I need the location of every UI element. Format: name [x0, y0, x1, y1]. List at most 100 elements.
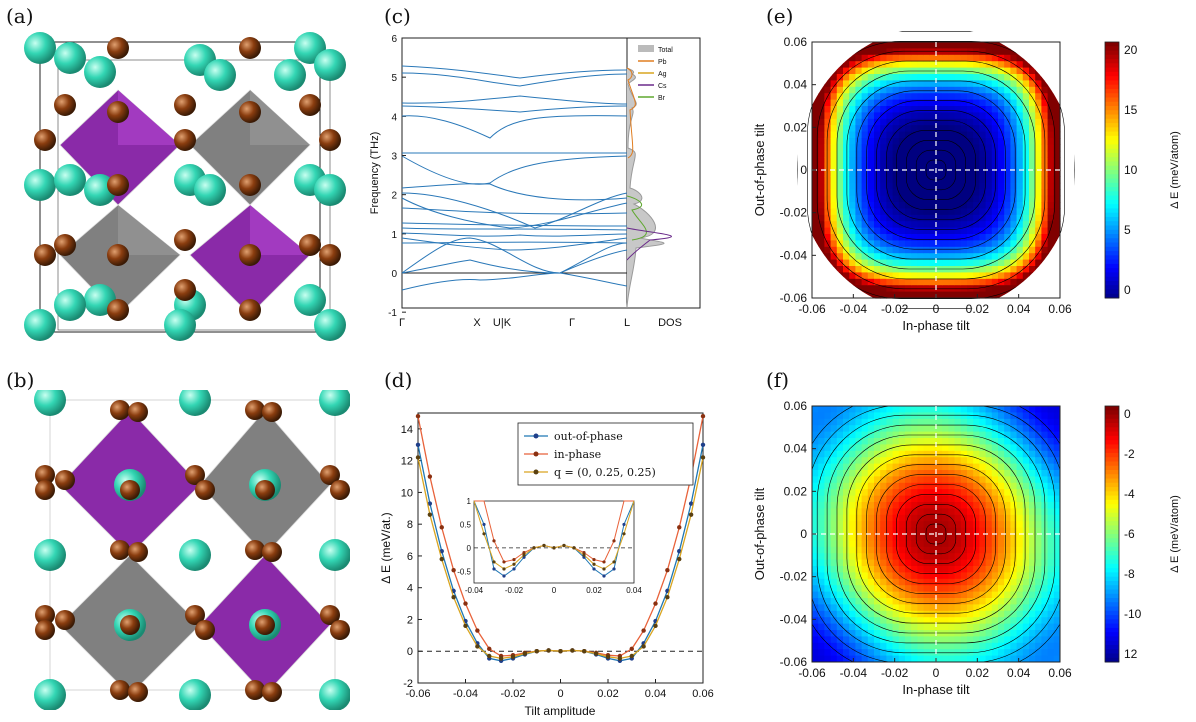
inset-point	[522, 553, 526, 557]
cs-atom	[54, 289, 86, 321]
cs-atom	[179, 390, 211, 416]
legend-label: Br	[658, 95, 666, 102]
cs-atom	[314, 49, 346, 81]
inset-point	[602, 567, 606, 571]
cs-atom	[204, 59, 236, 91]
phonon-y-ticks: 6 5 4 3 2 1 0 -1	[388, 34, 406, 319]
crystal-structure-b	[34, 390, 350, 710]
legend-label: out-of-phase	[554, 430, 623, 443]
legend-marker	[533, 433, 539, 439]
inset-point	[492, 567, 496, 571]
cs-atom	[54, 164, 86, 196]
halide-atom	[239, 174, 261, 196]
phonon-ytick-label: 5	[391, 73, 397, 84]
halide-atom	[174, 229, 196, 251]
map-ytick-label: -0.06	[780, 291, 808, 305]
tilt-point	[629, 653, 634, 659]
halide-atom	[128, 542, 148, 562]
halide-atom	[239, 299, 261, 321]
energy-map-f: -0.06 -0.04 -0.02 0 0.02 0.04 0.06 0.06 0.04 0.02…	[752, 399, 1181, 697]
phonon-bands	[401, 65, 628, 291]
halide-atom	[55, 470, 75, 490]
halide-atom	[319, 129, 341, 151]
tilt-ytick-label: 0	[407, 646, 413, 658]
halide-atom	[239, 37, 261, 59]
cs-atom	[319, 539, 350, 571]
tilt-point	[475, 644, 480, 649]
tilt-point	[700, 413, 706, 419]
tilt-point	[593, 651, 599, 656]
map-ytick-label: 0.04	[784, 442, 808, 456]
phonon-dispersion-chart: 6 5 4 3 2 1 0 -1 Frequency (THz) Γ X U|K Γ L DOS To…	[370, 34, 701, 329]
halide-atom	[245, 400, 265, 420]
inset-point	[582, 555, 586, 559]
inset-point	[622, 532, 626, 536]
map-ytick-label: 0.02	[784, 484, 808, 498]
inset-point	[482, 522, 486, 527]
halide-atom	[107, 174, 129, 196]
tilt-point	[451, 568, 456, 573]
tilt-point	[570, 648, 575, 653]
colorbar-tick-label: -6	[1124, 527, 1135, 541]
tilt-ytick-label: 10	[401, 487, 413, 499]
inset-point	[552, 546, 556, 550]
halide-atom	[239, 101, 261, 123]
inset-point	[542, 543, 546, 548]
cs-atom	[24, 169, 56, 201]
tilt-point	[463, 601, 468, 606]
inset-point	[532, 546, 536, 550]
tilt-point	[498, 656, 504, 661]
map-xtick-label: -0.06	[798, 302, 826, 316]
halide-atom	[239, 244, 261, 266]
kpoint-label: Γ	[569, 317, 575, 329]
inset-point	[612, 567, 616, 571]
colorbar-tick-label: 20	[1124, 43, 1138, 57]
map-ytick-label: 0.06	[784, 399, 808, 413]
inset-point	[512, 557, 516, 562]
colorbar-tick-label: -10	[1124, 607, 1142, 621]
halide-atom	[107, 244, 129, 266]
tilt-xtick-label: 0.04	[645, 688, 666, 700]
halide-atom	[107, 299, 129, 321]
phonon-ytick-label: 4	[391, 112, 397, 123]
halide-atom	[330, 480, 350, 500]
map-ytick-label: -0.02	[780, 570, 808, 584]
map-xlabel: In-phase tilt	[902, 682, 970, 697]
halide-atom	[330, 620, 350, 640]
halide-atom	[299, 94, 321, 116]
cs-atom	[179, 539, 211, 571]
crystal-structure-a	[24, 32, 346, 341]
tilt-xtick-label: 0.02	[597, 688, 618, 700]
tilt-point	[653, 623, 658, 629]
colorbar-tick-label: 0	[1124, 283, 1131, 297]
colorbar-tick-label: 10	[1124, 163, 1138, 177]
inset-point	[562, 543, 566, 548]
inset-point	[502, 560, 506, 564]
inset-point	[502, 567, 506, 571]
inset-point	[492, 560, 496, 564]
tilt-point	[700, 442, 706, 447]
map-xtick-label: 0.04	[1007, 302, 1031, 316]
energy-map-e: -0.06 -0.04 -0.02 0 0.02 0.04 0.06 0.06 0.04 0.02…	[752, 31, 1181, 333]
tilt-point	[487, 646, 492, 652]
inset-ytick-label: 1	[467, 497, 472, 506]
tilt-x-ticks: -0.06 -0.04 -0.02 0 0.02 0.04 0.06	[405, 679, 714, 700]
tilt-point	[427, 512, 433, 517]
colorbar-tick-label: 15	[1124, 103, 1138, 117]
cs-atom	[54, 42, 86, 74]
map-ytick-label: 0	[800, 527, 807, 541]
tilt-point	[641, 628, 646, 633]
tilt-ytick-label: 14	[401, 424, 413, 436]
tilt-ytick-label: 8	[407, 519, 413, 531]
inset-point	[582, 550, 586, 555]
tilt-point	[641, 644, 646, 649]
cs-atom	[164, 309, 196, 341]
tilt-point	[700, 455, 706, 460]
tilt-ytick-label: 12	[401, 456, 413, 468]
cs-atom	[194, 174, 226, 206]
map-xtick-label: 0.04	[1007, 666, 1031, 680]
map-ytick-label: -0.06	[780, 655, 808, 669]
colorbar-label: Δ E (meV/atom)	[1169, 131, 1181, 209]
inset-point	[522, 550, 526, 555]
